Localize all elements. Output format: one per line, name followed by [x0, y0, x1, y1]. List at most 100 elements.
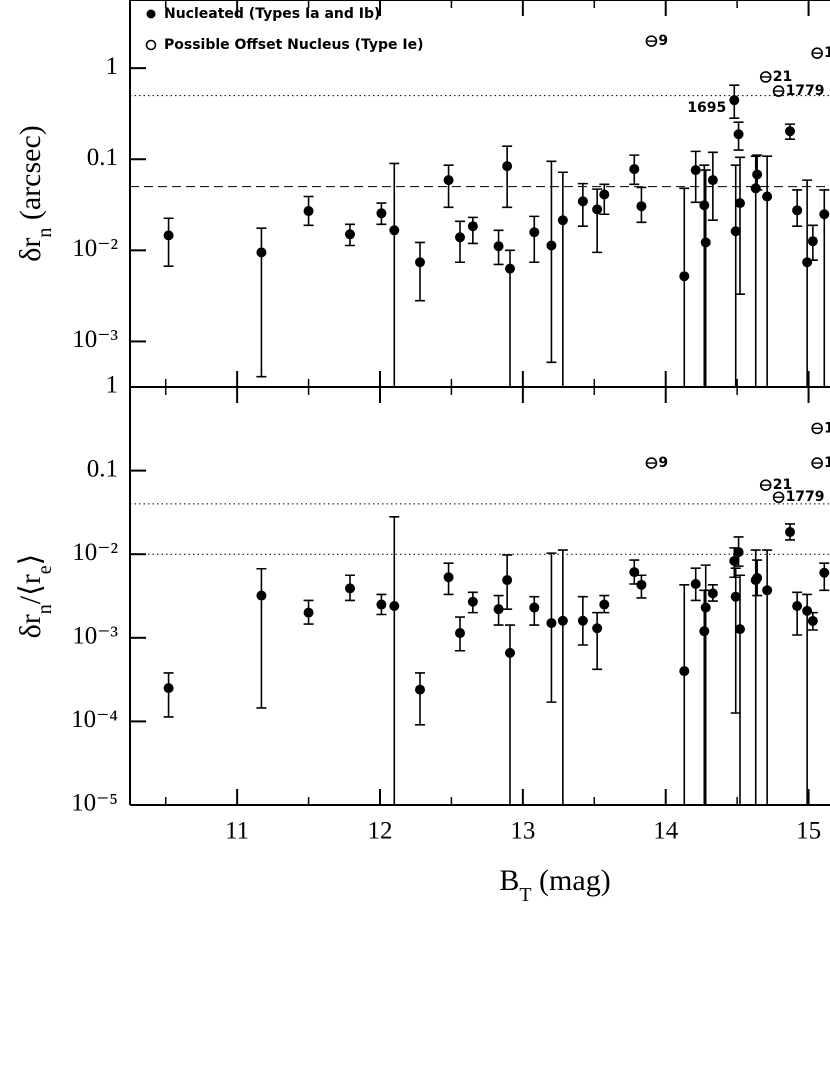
error-bar — [415, 672, 425, 726]
y-tick-label: 0.1 — [87, 455, 118, 482]
label-part: n — [34, 604, 56, 614]
point — [802, 257, 813, 268]
point — [636, 579, 647, 590]
point — [807, 236, 818, 247]
x-tick-label: 12 — [368, 818, 393, 845]
point — [802, 605, 813, 616]
error-bar — [163, 217, 174, 267]
y-tick-label: 10⁻³ — [72, 623, 118, 650]
point — [577, 196, 588, 207]
y-tick-label: 0.1 — [87, 144, 118, 171]
error-bar — [750, 155, 761, 387]
point — [467, 596, 478, 607]
legend-label: Possible Offset Nucleus (Type Ie) — [164, 37, 424, 53]
point — [443, 572, 454, 583]
error-bar — [529, 215, 540, 264]
point — [415, 257, 425, 268]
label-part: ⟩ — [14, 554, 47, 566]
point — [750, 183, 761, 194]
point — [785, 126, 795, 137]
point — [700, 602, 711, 613]
error-bar — [679, 584, 690, 805]
point — [345, 229, 355, 240]
point — [493, 241, 504, 252]
point — [529, 602, 540, 613]
error-bar — [256, 567, 267, 709]
point — [303, 206, 314, 217]
point — [256, 247, 267, 258]
point — [707, 588, 718, 599]
error-bar — [546, 160, 557, 364]
point-label: 1 — [824, 45, 830, 61]
point — [256, 590, 267, 601]
y-tick-label: 10⁻⁴ — [71, 706, 118, 733]
error-bar — [700, 564, 711, 805]
point — [577, 615, 588, 626]
label-part: T — [519, 884, 531, 906]
point-label: 9 — [658, 33, 668, 49]
point — [690, 165, 701, 176]
point — [529, 227, 540, 238]
error-bar — [750, 549, 761, 805]
point — [699, 626, 710, 637]
point — [505, 647, 515, 658]
error-bar — [707, 151, 718, 222]
point — [502, 575, 513, 586]
annotation: 1695 — [687, 100, 726, 116]
error-bar — [802, 179, 813, 387]
point — [636, 201, 647, 212]
y-tick-label: 10⁻⁵ — [71, 790, 118, 817]
point — [690, 579, 701, 590]
x-tick-label: 13 — [510, 818, 535, 845]
point — [807, 615, 818, 626]
point-label: 1779 — [786, 83, 825, 99]
point — [493, 604, 504, 615]
point — [163, 683, 174, 694]
point — [592, 623, 603, 634]
point — [792, 205, 803, 216]
point — [699, 200, 710, 211]
y-tick-label: 10⁻³ — [72, 326, 118, 353]
point — [443, 175, 454, 186]
y-axis-label: δrn (arcsec) — [14, 125, 56, 262]
error-bar — [592, 611, 603, 671]
point — [163, 230, 174, 241]
point — [733, 547, 744, 558]
legend-label: Nucleated (Types Ia and Ib) — [164, 6, 380, 22]
point — [415, 684, 425, 695]
point — [752, 572, 763, 583]
point — [502, 161, 513, 172]
point — [303, 607, 314, 618]
point-label: 21 — [773, 477, 792, 493]
y-tick-label: 1 — [106, 53, 119, 80]
label-part: /⟨r — [14, 574, 47, 604]
point — [376, 599, 387, 610]
point — [729, 555, 740, 566]
x-axis-label: BT (mag) — [499, 864, 610, 906]
point — [735, 624, 745, 635]
point — [455, 628, 465, 639]
point-label: 9 — [658, 455, 668, 471]
error-bar — [699, 589, 710, 805]
y-tick-label: 10⁻² — [72, 235, 118, 262]
legend-marker — [146, 9, 156, 19]
error-bar — [505, 624, 515, 805]
point — [730, 226, 741, 237]
point — [819, 567, 830, 578]
point — [735, 198, 745, 209]
error-bar — [802, 593, 813, 805]
point-label: 21 — [773, 69, 792, 85]
point — [599, 599, 610, 610]
point — [505, 263, 515, 274]
error-bar — [443, 164, 454, 209]
point — [376, 208, 387, 219]
point — [752, 169, 763, 180]
label-part: δr — [14, 614, 47, 638]
point — [629, 164, 640, 175]
legend-marker — [145, 39, 157, 51]
